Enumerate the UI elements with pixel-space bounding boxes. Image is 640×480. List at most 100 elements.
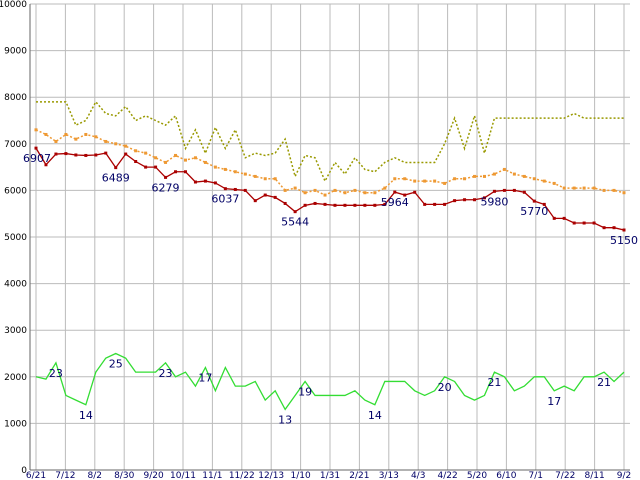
series-0-point (473, 198, 477, 202)
series-1-point (572, 186, 576, 190)
series-1-point (522, 174, 526, 178)
x-tick-label: 7/12 (55, 471, 75, 480)
x-tick-label: 3/13 (379, 471, 399, 480)
series-1-point (243, 172, 247, 176)
series-1-point (552, 181, 556, 185)
series-1-point (303, 191, 307, 195)
data-label: 25 (109, 358, 123, 371)
series-1-point (34, 128, 38, 132)
series-1-point (532, 177, 536, 181)
series-0-point (144, 165, 148, 169)
series-0-point (183, 170, 187, 174)
series-0-point (273, 195, 277, 199)
x-tick-label: 5/20 (467, 471, 487, 480)
x-tick-label: 4/3 (411, 471, 425, 480)
series-1-point (612, 188, 616, 192)
x-tick-label: 8/11 (584, 471, 604, 480)
series-0-point (512, 188, 516, 192)
series-0-point (602, 226, 606, 230)
y-tick-label: 6000 (4, 186, 27, 196)
series-1-point (373, 191, 377, 195)
series-0-point (542, 202, 546, 206)
x-tick-label: 11/1 (202, 471, 222, 480)
data-label: 5980 (480, 195, 508, 208)
series-0-point (502, 188, 506, 192)
series-1-point (213, 165, 217, 169)
series-0-point (213, 181, 217, 185)
y-tick-label: 1000 (4, 419, 27, 429)
x-tick-label: 8/2 (88, 471, 102, 480)
data-label: 6489 (102, 172, 130, 185)
series-0-point (463, 198, 467, 202)
series-0-point (54, 152, 58, 156)
series-1-point (582, 186, 586, 190)
series-0-point (303, 203, 307, 207)
series-2-line (36, 100, 624, 183)
y-tick-label: 9000 (4, 47, 27, 57)
x-tick-label: 6/21 (26, 471, 46, 480)
y-axis: 0 1000 2000 3000 4000 5000 6000 7000 8000 9000 100… (0, 0, 31, 476)
data-label: 6907 (23, 152, 51, 165)
grid (30, 3, 630, 471)
series-0-point (552, 216, 556, 220)
series-0-point (343, 203, 347, 207)
x-tick-label: 8/30 (114, 471, 134, 480)
series-3-line (35, 352, 625, 411)
series-0-point (393, 190, 397, 194)
y-tick-label: 2000 (4, 373, 27, 383)
series-1-point (154, 156, 158, 160)
series-1-point (313, 188, 317, 192)
series-1-point (233, 170, 237, 174)
data-labels: 6907 6489 6279 6037 5544 5964 5980 5770 5150 23 14… (23, 152, 638, 426)
x-tick-label: 9/2 (617, 471, 631, 480)
series-0-point (104, 151, 108, 155)
series-1-point (592, 186, 596, 190)
series-1-point (144, 151, 148, 155)
series-0-point (283, 201, 287, 205)
series-1-point (453, 177, 457, 181)
series-0-point (323, 202, 327, 206)
data-label: 14 (368, 409, 382, 422)
series-0-point (34, 146, 38, 150)
series-1-point (542, 179, 546, 183)
data-label: 17 (547, 395, 561, 408)
series-1-line (35, 129, 625, 196)
y-tick-label: 7000 (4, 140, 27, 150)
series-1-point (164, 160, 168, 164)
series-1-point (403, 177, 407, 181)
series-0-point (174, 170, 178, 174)
x-axis: 6/21 7/12 8/2 8/30 9/20 10/11 11/1 11/22 12/13 1/… (26, 469, 631, 480)
series-0-line (35, 147, 625, 231)
series-0-point (373, 203, 377, 207)
series-1-point (463, 177, 467, 181)
series-0-point (453, 199, 457, 203)
series-1-point (283, 188, 287, 192)
series-0-point (572, 221, 576, 225)
series-1-point (273, 177, 277, 181)
series-0-point (433, 202, 437, 206)
series-0-point (403, 193, 407, 197)
series-0-point (383, 202, 387, 206)
y-tick-label: 4000 (4, 280, 27, 290)
series-1-point (223, 167, 227, 171)
y-tick-label: 0 (21, 466, 27, 476)
series-0-point (203, 179, 207, 183)
series-0-point (612, 226, 616, 230)
series-1-point (183, 158, 187, 162)
series-0-point (164, 175, 168, 179)
series-0-point (124, 152, 128, 156)
series-0-point (482, 196, 486, 200)
data-label: 6037 (211, 193, 239, 206)
series-1-point (323, 193, 327, 197)
series-1-point (44, 132, 48, 136)
series-0-point (84, 153, 88, 157)
series-1-point (84, 132, 88, 136)
x-tick-label: 4/22 (437, 471, 457, 480)
x-tick-label: 7/22 (555, 471, 575, 480)
data-label: 21 (597, 376, 611, 389)
series-0-point (193, 180, 197, 184)
data-label: 23 (49, 367, 63, 380)
data-label: 13 (278, 413, 292, 426)
series-0-point (313, 201, 317, 205)
series-0-point (363, 203, 367, 207)
